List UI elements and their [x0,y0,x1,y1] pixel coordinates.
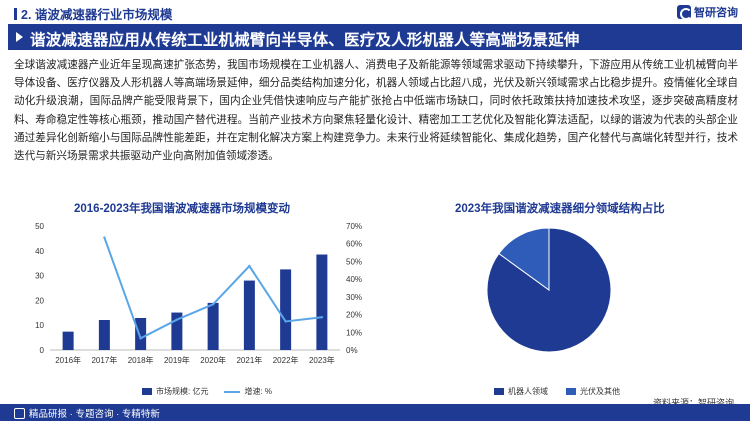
growth-rate-point [211,303,215,306]
bar [98,319,110,350]
growth-rate-point [103,236,106,239]
bar [135,318,147,350]
bar-chart-title: 2016-2023年我国谐波减速器市场规模变动 [74,203,290,215]
growth-rate-point [248,264,251,268]
footer-bar: 精品研报 · 专题咨询 · 专精特新 [0,404,750,421]
top-bar: 2. 谐波减速器行业市场规模 智研咨询 [0,0,750,22]
legend-bar-label: 市场规模: 亿元 [156,387,209,396]
x-tick-label: 2016年 [55,355,81,365]
headline-text: 谐波减速器应用从传统工业机械臂向半导体、医疗及人形机器人等高端场景延伸 [30,32,580,49]
legend-bar-swatch [142,388,152,395]
left-tick-label: 50 [35,222,44,231]
bar-chart-legend: 市场规模: 亿元 增速: % [142,386,272,397]
right-tick-label: 0% [346,346,358,355]
x-tick-label: 2017年 [91,355,117,365]
x-tick-label: 2019年 [164,355,190,365]
footer-text: 精品研报 · 专题咨询 · 专精特新 [29,409,160,420]
legend-robot-label: 机器人领域 [508,387,548,396]
pie-slice [498,227,550,291]
bar-line-chart: 0 10 20 30 40 50 0% 10% 20% 30% 40% 50% 60% 70% 2016年 2… [35,222,362,365]
left-tick-label: 30 [35,272,44,281]
headline-banner: 谐波减速器应用从传统工业机械臂向半导体、医疗及人形机器人等高端场景延伸 [8,24,742,50]
left-tick-label: 40 [35,247,44,256]
brand-logo: 智研咨询 [677,4,738,20]
x-tick-label: 2020年 [200,355,226,365]
legend-pv-label: 光伏及其他 [580,387,620,396]
arrow-right-icon [16,32,23,42]
bar [316,254,328,350]
legend-robot-swatch [494,388,504,395]
legend-line-swatch [224,390,241,393]
growth-rate-point [320,316,324,319]
summary-paragraph: 全球谐波减速器产业近年呈现高速扩张态势，我国市场规模在工业机器人、消费电子及新能… [14,59,738,163]
source-note: 资料来源：智研咨询 [652,398,734,408]
bar [62,331,74,350]
pie-chart [486,227,612,353]
footer-logo-icon [14,407,25,419]
section-title-text: 2. 谐波减速器行业市场规模 [21,8,173,22]
x-tick-label: 2021年 [236,355,262,365]
pie-chart-title: 2023年我国谐波减速器细分领域结构占比 [455,203,665,215]
right-tick-label: 10% [346,328,362,337]
x-tick-label: 2023年 [309,355,335,365]
footer-text-wrap: 精品研报 · 专题咨询 · 专精特新 [14,406,160,420]
bar [280,269,292,350]
section-marker [14,8,17,20]
bar [207,302,219,350]
logo-text: 智研咨询 [694,7,738,19]
bar [243,280,255,350]
growth-rate-point [139,337,142,340]
legend-line-label: 增速: % [244,387,273,396]
left-tick-label: 20 [35,296,44,305]
right-tick-label: 20% [346,311,362,320]
growth-rate-point [284,320,287,323]
growth-rate-point [175,318,179,321]
right-tick-label: 50% [346,257,362,266]
left-tick-label: 10 [35,321,44,330]
x-tick-label: 2022年 [273,355,299,365]
right-tick-label: 70% [346,222,362,231]
legend-pv-swatch [566,388,576,395]
bar [171,312,183,350]
logo-icon [677,5,692,20]
pie-chart-legend: 机器人领域 光伏及其他 [494,386,620,397]
section-title: 2. 谐波减速器行业市场规模 [14,4,172,23]
left-tick-label: 0 [40,346,45,355]
x-tick-label: 2018年 [128,355,154,365]
right-tick-label: 40% [346,275,362,284]
right-tick-label: 60% [346,240,362,249]
right-tick-label: 30% [346,293,362,302]
